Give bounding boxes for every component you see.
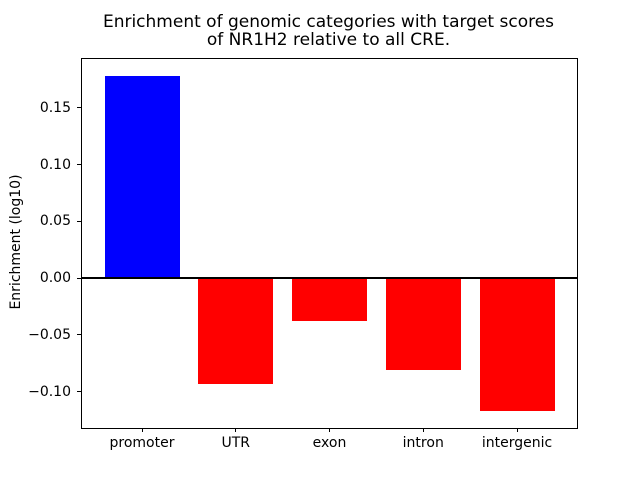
y-tick <box>77 220 81 222</box>
chart-title-line1: Enrichment of genomic categories with ta… <box>102 12 555 32</box>
plot-area: 0.15 0.10 0.05 0.00 −0.05 −0.10 promoter UTR exo… <box>28 58 578 451</box>
x-tick-label-promoter: promoter <box>109 435 175 451</box>
x-tick-label-intergenic: intergenic <box>481 435 553 451</box>
y-tick <box>77 334 81 336</box>
y-tick <box>77 164 81 166</box>
x-tick <box>235 428 237 432</box>
bar-exon <box>292 278 367 322</box>
y-tick-label: 0.15 <box>39 99 71 116</box>
x-tick <box>141 428 143 432</box>
y-tick <box>77 107 81 109</box>
y-tick <box>77 391 81 393</box>
x-tick-label-exon: exon <box>312 435 347 451</box>
x-tick-label-intron: intron <box>402 435 444 451</box>
zero-line <box>82 277 577 280</box>
bar-promoter <box>104 76 180 279</box>
bar-intergenic <box>479 278 555 411</box>
y-tick <box>77 277 81 279</box>
x-tick <box>422 428 424 432</box>
y-tick-label: −0.05 <box>28 326 71 343</box>
bar-UTR <box>198 278 274 384</box>
y-tick-label: 0.05 <box>39 213 71 230</box>
y-tick-label: 0.10 <box>39 156 71 173</box>
chart-title-line2: of NR1H2 relative to all CRE. <box>206 30 451 50</box>
x-tick <box>516 428 518 432</box>
y-tick-label: 0.00 <box>39 270 71 287</box>
y-tick-label: −0.10 <box>28 383 71 400</box>
x-tick-label-UTR: UTR <box>221 435 251 451</box>
y-axis-label: Enrichment (log10) <box>8 174 24 310</box>
x-tick <box>329 428 330 432</box>
chart-title: Enrichment of genomic categories with ta… <box>81 13 576 49</box>
bar-intron <box>385 278 461 371</box>
